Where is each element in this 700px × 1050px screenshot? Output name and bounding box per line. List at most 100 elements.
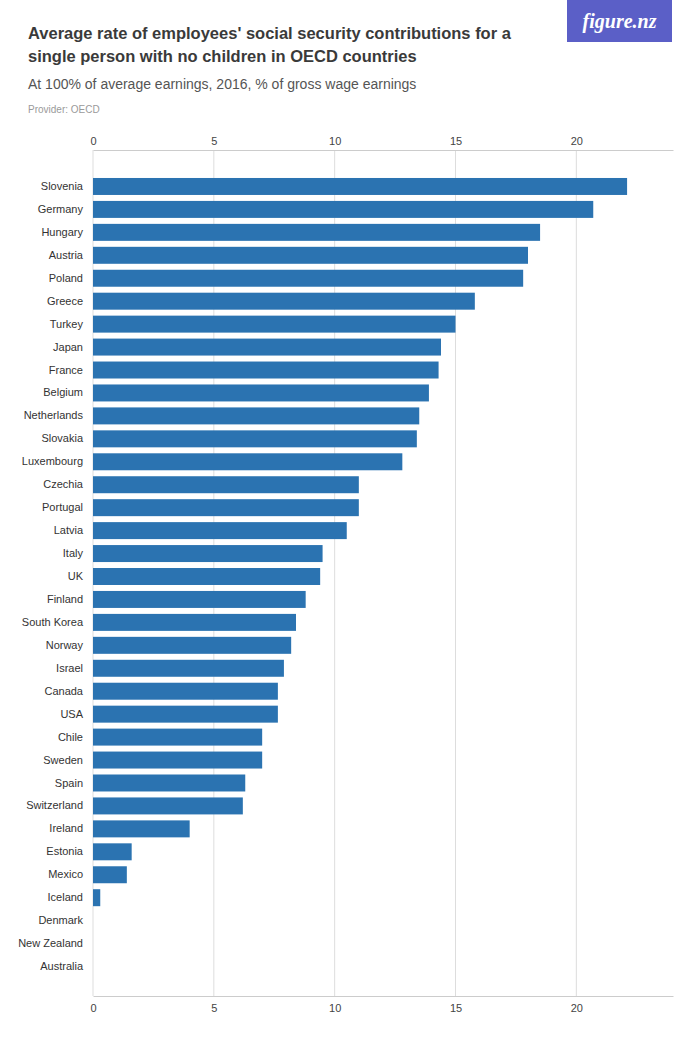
subtitle: At 100% of average earnings, 2016, % of …	[28, 76, 668, 92]
category-label: Portugal	[42, 501, 83, 513]
bar	[93, 178, 627, 195]
tick: Israel	[56, 662, 83, 674]
bar	[93, 499, 359, 516]
tick: Mexico	[48, 868, 83, 880]
tick: Luxembourg	[22, 455, 83, 467]
category-label: Estonia	[46, 845, 84, 857]
bar	[93, 476, 359, 493]
y-axis: SloveniaGermanyHungaryAustriaPolandGreec…	[18, 180, 84, 972]
tick: Japan	[53, 341, 83, 353]
tick: Estonia	[46, 845, 84, 857]
tick: 0	[90, 996, 96, 1014]
bar	[93, 316, 456, 333]
bar	[93, 774, 245, 791]
category-label: Switzerland	[26, 799, 83, 811]
category-label: Hungary	[41, 226, 83, 238]
category-label: Sweden	[43, 754, 83, 766]
bar	[93, 614, 296, 631]
tick: Hungary	[41, 226, 83, 238]
tick-label: 0	[90, 1002, 96, 1014]
bar	[93, 522, 347, 539]
x-axis-bottom: 05101520	[90, 996, 673, 1014]
category-label: Chile	[58, 731, 83, 743]
tick: Finland	[47, 593, 83, 605]
category-label: Czechia	[43, 478, 84, 490]
tick: Germany	[38, 203, 84, 215]
axis-line	[94, 996, 674, 997]
tick-label: 0	[90, 135, 96, 147]
bar	[93, 935, 94, 952]
category-label: UK	[68, 570, 84, 582]
bar	[93, 752, 262, 769]
tick: USA	[60, 708, 83, 720]
page: {"chart_data": {"type": "bar", "orientat…	[0, 0, 700, 1050]
tick: 5	[211, 135, 217, 150]
category-label: Greece	[47, 295, 83, 307]
bar	[93, 660, 284, 677]
category-label: Slovenia	[41, 180, 84, 192]
tick: Latvia	[54, 524, 84, 536]
category-label: Japan	[53, 341, 83, 353]
tick: 20	[571, 135, 583, 150]
tick: New Zealand	[18, 937, 83, 949]
bar	[93, 958, 94, 975]
tick-label: 20	[571, 135, 583, 147]
category-label: Turkey	[50, 318, 84, 330]
tick-label: 5	[211, 1002, 217, 1014]
provider: Provider: OECD	[28, 104, 100, 115]
tick-label: 10	[329, 1002, 341, 1014]
bar	[93, 866, 127, 883]
tick-label: 10	[329, 135, 341, 147]
bar	[93, 453, 402, 470]
tick: Czechia	[43, 478, 84, 490]
bar	[93, 591, 306, 608]
bar	[93, 889, 100, 906]
bar	[93, 247, 528, 264]
tick: Turkey	[50, 318, 84, 330]
bar	[93, 912, 94, 929]
bar	[93, 270, 523, 287]
bar	[93, 545, 323, 562]
bar	[93, 797, 243, 814]
axis-line	[94, 150, 674, 151]
bars	[93, 178, 627, 906]
tick-label: 5	[211, 135, 217, 147]
bar	[93, 339, 441, 356]
tick: Spain	[55, 777, 83, 789]
category-label: Israel	[56, 662, 83, 674]
tick: Chile	[58, 731, 83, 743]
category-label: Denmark	[38, 914, 83, 926]
bar	[93, 843, 132, 860]
logo[interactable]: figure.nz	[567, 0, 672, 42]
tick: Belgium	[43, 386, 83, 398]
category-label: Spain	[55, 777, 83, 789]
category-label: Belgium	[43, 386, 83, 398]
chart: 0510152005101520SloveniaGermanyHungaryAu…	[0, 0, 700, 1050]
category-label: Ireland	[49, 822, 83, 834]
bar	[93, 407, 419, 424]
tick: Norway	[46, 639, 84, 651]
category-label: New Zealand	[18, 937, 83, 949]
tick: 15	[450, 996, 462, 1014]
tick: Austria	[49, 249, 84, 261]
title: Average rate of employees' social securi…	[28, 22, 558, 68]
category-label: Finland	[47, 593, 83, 605]
category-label: Australia	[40, 960, 84, 972]
bar	[93, 362, 439, 379]
tick: Slovenia	[41, 180, 84, 192]
bar	[93, 430, 417, 447]
tick: 0	[90, 135, 96, 150]
tick: 5	[211, 996, 217, 1014]
category-label: Iceland	[48, 891, 83, 903]
category-label: USA	[60, 708, 83, 720]
bar	[93, 224, 540, 241]
bar	[93, 706, 278, 723]
tick: 10	[329, 135, 341, 150]
tick: Slovakia	[41, 432, 83, 444]
category-label: Latvia	[54, 524, 84, 536]
tick-label: 15	[450, 135, 462, 147]
tick: Switzerland	[26, 799, 83, 811]
grid	[93, 150, 576, 996]
bar	[93, 637, 291, 654]
bar	[93, 729, 262, 746]
